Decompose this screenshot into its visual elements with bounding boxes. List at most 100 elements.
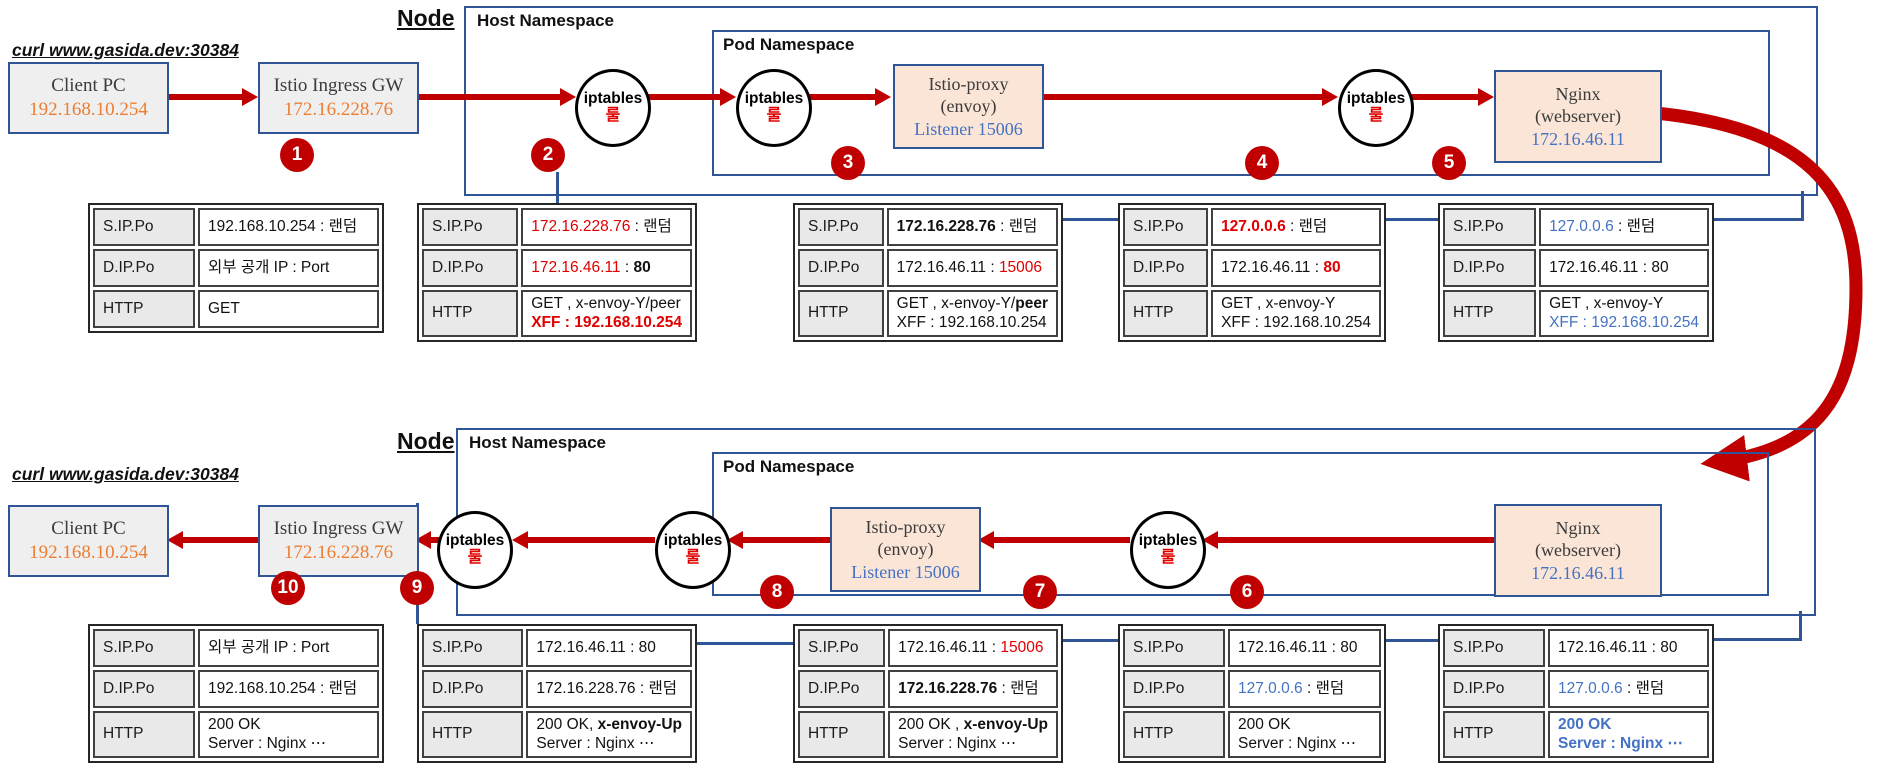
field-value: 127.0.0.6 : 랜덤: [1228, 670, 1381, 708]
field-label: HTTP: [422, 290, 519, 337]
step-circle-1: 1: [280, 138, 314, 172]
arrow-iptables-to-proxy: [807, 94, 875, 100]
field-label: S.IP.Po: [1123, 208, 1209, 246]
nginx-ip: 172.16.46.11: [1531, 562, 1625, 583]
step-circle-10: 10: [271, 571, 305, 605]
arrow-ingress-to-iptables: [415, 94, 560, 100]
field-label: S.IP.Po: [798, 629, 886, 667]
packet-table: S.IP.Po 172.16.228.76 : 랜덤 D.IP.Po 172.16.4…: [793, 203, 1063, 342]
field-value: 172.16.46.11 : 15006: [886, 249, 1058, 287]
step-circle-4: 4: [1245, 146, 1279, 180]
host-namespace-box-top: [464, 6, 1818, 196]
istio-proxy-subtitle: (envoy): [877, 539, 934, 560]
field-value: 외부 공개 IP : Port: [198, 249, 379, 287]
client-pc-title: Client PC: [51, 518, 126, 540]
istio-proxy-subtitle: (envoy): [940, 96, 997, 117]
nginx-subtitle: (webserver): [1535, 540, 1621, 561]
field-value: 127.0.0.6 : 랜덤: [1211, 208, 1381, 246]
field-value: 172.16.46.11 : 80: [1211, 249, 1381, 287]
field-label: HTTP: [422, 711, 524, 758]
iptables-rule-label: 룰: [1368, 106, 1384, 124]
field-label: S.IP.Po: [1123, 629, 1225, 667]
step-circle-7: 7: [1023, 575, 1057, 609]
field-label: D.IP.Po: [798, 249, 884, 287]
packet-table: S.IP.Po 172.16.46.11 : 80 D.IP.Po 127.0.0.6…: [1118, 624, 1386, 763]
packet-table: S.IP.Po 172.16.46.11 : 80 D.IP.Po 172.16.22…: [417, 624, 697, 763]
packet-table-bottom-3: S.IP.Po 172.16.46.11 : 15006 D.IP.Po 172.16…: [793, 624, 1063, 763]
packet-table: S.IP.Po 192.168.10.254 : 랜덤 D.IP.Po 외부 공개 I…: [88, 203, 384, 333]
client-pc-ip: 192.168.10.254: [29, 542, 148, 563]
packet-table: S.IP.Po 127.0.0.6 : 랜덤 D.IP.Po 172.16.46.11…: [1118, 203, 1386, 342]
field-label: D.IP.Po: [1443, 249, 1537, 287]
iptables-circle-host-top: iptables 룰: [575, 69, 651, 147]
iptables-rule-label: 룰: [467, 548, 483, 566]
node-label-bottom: Node: [397, 428, 455, 454]
ingress-title: Istio Ingress GW: [273, 75, 404, 97]
connector-ns-btable5-h: [1714, 638, 1802, 641]
iptables-rule-label: 룰: [766, 106, 782, 124]
arrow-iptables-to-iptables-back: [528, 537, 655, 543]
connector-btable3-btable4: [1063, 639, 1118, 642]
istio-ingress-gw-box-top: Istio Ingress GW 172.16.228.76: [258, 62, 419, 134]
field-value: 192.168.10.254 : 랜덤: [198, 208, 379, 246]
nginx-title: Nginx: [1555, 83, 1601, 104]
field-label: HTTP: [798, 711, 886, 758]
arrow-proxy-to-iptables-back: [743, 537, 830, 543]
packet-table-bottom-1: S.IP.Po 외부 공개 IP : Port D.IP.Po 192.168.10.…: [88, 624, 384, 763]
iptables-circle-pod-out-top: iptables 룰: [1338, 69, 1414, 147]
field-value: 200 OK, x-envoy-Up Server : Nginx ⋯: [526, 711, 692, 758]
field-label: S.IP.Po: [798, 208, 884, 246]
iptables-label: iptables: [663, 532, 723, 550]
field-value: GET , x-envoy-Y XFF : 192.168.10.254: [1211, 290, 1381, 337]
connector-table3-table4: [1063, 218, 1118, 221]
packet-table-top-2: S.IP.Po 172.16.228.76 : 랜덤 D.IP.Po 172.16.4…: [417, 203, 697, 342]
istio-ingress-gw-box-bottom: Istio Ingress GW 172.16.228.76: [258, 505, 419, 577]
connector-ns-table5-v: [1801, 191, 1804, 220]
field-value: 172.16.228.76 : 랜덤: [521, 208, 692, 246]
field-value: 172.16.228.76 : 랜덤: [888, 670, 1058, 708]
field-label: D.IP.Po: [1443, 670, 1545, 708]
field-value: 200 OK Server : Nginx ⋯: [1548, 711, 1709, 758]
field-value: 172.16.46.11 : 80: [526, 629, 692, 667]
field-value: GET: [198, 290, 379, 328]
step-circle-6: 6: [1230, 575, 1264, 609]
field-value: 127.0.0.6 : 랜덤: [1548, 670, 1709, 708]
arrow-iptables-to-nginx: [1409, 94, 1478, 100]
iptables-circle-pod-in-bottom: iptables 룰: [655, 511, 731, 589]
istio-proxy-title: Istio-proxy: [928, 73, 1009, 94]
connector-table4-table5: [1386, 218, 1438, 221]
field-label: D.IP.Po: [93, 670, 195, 708]
field-value: 172.16.46.11 : 80: [1228, 629, 1381, 667]
step-circle-9: 9: [400, 571, 434, 605]
pod-namespace-label-bottom: Pod Namespace: [723, 457, 855, 476]
client-pc-ip: 192.168.10.254: [29, 99, 148, 120]
field-value: GET , x-envoy-Y/peer XFF : 192.168.10.254: [521, 290, 692, 337]
field-label: S.IP.Po: [1443, 629, 1545, 667]
field-label: S.IP.Po: [1443, 208, 1537, 246]
packet-table: S.IP.Po 172.16.46.11 : 15006 D.IP.Po 172.16…: [793, 624, 1063, 763]
packet-table: S.IP.Po 127.0.0.6 : 랜덤 D.IP.Po 172.16.46.11…: [1438, 203, 1714, 342]
curl-command-bottom: curl www.gasida.dev:30384: [12, 464, 239, 484]
istio-proxy-listener: Listener 15006: [851, 561, 960, 582]
connector-ns-btable5-v: [1799, 611, 1802, 640]
packet-table-bottom-4: S.IP.Po 172.16.46.11 : 80 D.IP.Po 127.0.0.6…: [1118, 624, 1386, 763]
iptables-rule-label: 룰: [685, 548, 701, 566]
istio-proxy-title: Istio-proxy: [865, 516, 946, 537]
curl-command-top: curl www.gasida.dev:30384: [12, 40, 239, 60]
field-value: 172.16.46.11 : 80: [1539, 249, 1709, 287]
packet-table-top-3: S.IP.Po 172.16.228.76 : 랜덤 D.IP.Po 172.16.4…: [793, 203, 1063, 342]
connector-ns-table5-h: [1714, 218, 1804, 221]
ingress-ip: 172.16.228.76: [283, 99, 394, 120]
field-label: HTTP: [1443, 290, 1537, 337]
field-value: 127.0.0.6 : 랜덤: [1539, 208, 1709, 246]
step-circle-5: 5: [1432, 146, 1466, 180]
field-value: GET , x-envoy-Y XFF : 192.168.10.254: [1539, 290, 1709, 337]
host-namespace-label-bottom: Host Namespace: [469, 433, 607, 452]
nginx-box-bottom: Nginx (webserver) 172.16.46.11: [1494, 504, 1662, 597]
iptables-circle-pod-out-bottom: iptables 룰: [1130, 511, 1206, 589]
packet-table-top-4: S.IP.Po 127.0.0.6 : 랜덤 D.IP.Po 172.16.46.11…: [1118, 203, 1386, 342]
field-label: D.IP.Po: [798, 670, 886, 708]
packet-table-bottom-2: S.IP.Po 172.16.46.11 : 80 D.IP.Po 172.16.22…: [417, 624, 697, 763]
arrow-proxy-to-iptables: [1040, 94, 1322, 100]
